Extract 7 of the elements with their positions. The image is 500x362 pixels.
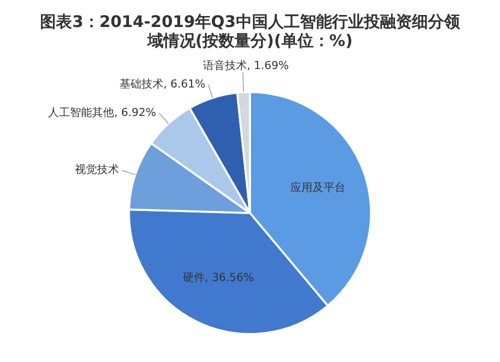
slice-label: 人工智能其他, 6.92% — [48, 106, 156, 120]
slice-label: 视觉技术 — [74, 163, 119, 176]
slice-label: 应用及平台 — [290, 181, 346, 194]
chart-title: 图表3：2014-2019年Q3中国人工智能行业投融资细分领域情况(按数量分)(单位：%) — [39, 11, 461, 52]
slice-label: 语音技术, 1.69% — [202, 59, 289, 72]
slice-label: 基础技术, 6.61% — [119, 77, 206, 90]
slice-label: 硬件, 36.56% — [182, 271, 254, 284]
